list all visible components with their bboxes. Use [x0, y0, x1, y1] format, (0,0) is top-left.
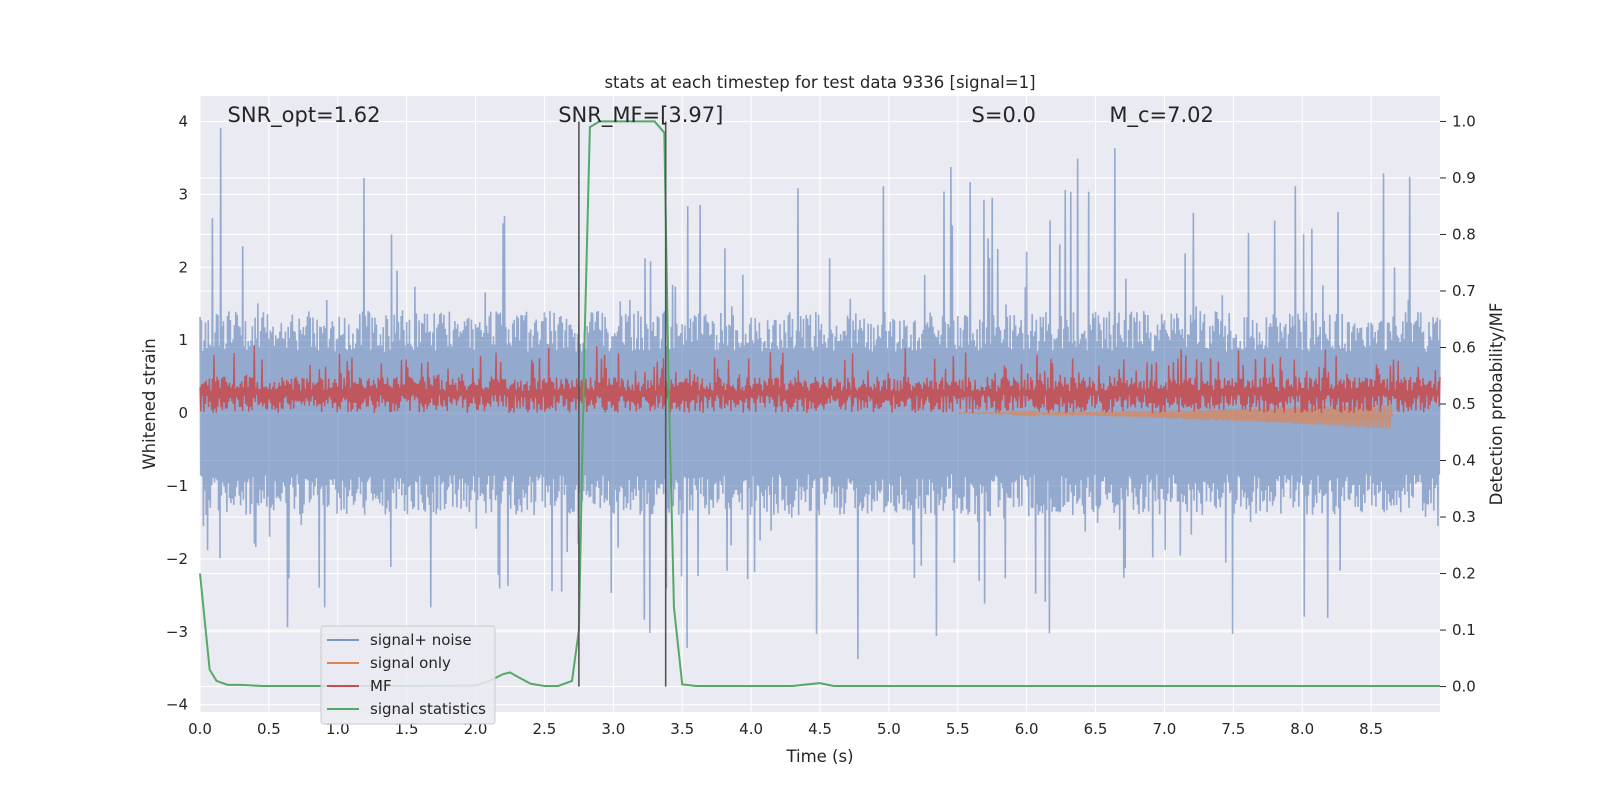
- mf-series: [199, 345, 1441, 414]
- annotation-label: SNR_opt=1.62: [228, 103, 381, 128]
- y-tick-label-right: 1.0: [1452, 112, 1476, 130]
- annotation-label: M_c=7.02: [1109, 103, 1214, 128]
- x-tick-label: 0.5: [257, 720, 281, 738]
- x-axis-label: Time (s): [785, 747, 853, 766]
- y-tick-label-right: 0.8: [1452, 225, 1476, 243]
- signal-statistics-series: [199, 120, 1440, 687]
- vline-layer: [578, 121, 667, 687]
- y-tick-label-left: −1: [166, 477, 188, 495]
- annotation-label: SNR_MF=[3.97]: [558, 103, 723, 128]
- y-axis-label-left: Whitened strain: [140, 338, 159, 469]
- legend-label: signal statistics: [370, 700, 486, 718]
- y-tick-label-right: 0.1: [1452, 621, 1476, 639]
- x-tick-label: 7.0: [1153, 720, 1177, 738]
- y-tick-label-left: 2: [178, 258, 188, 276]
- y-tick-label-left: 4: [178, 113, 188, 131]
- x-tick-label: 0.0: [188, 720, 212, 738]
- legend-label: MF: [370, 677, 392, 695]
- y-tick-label-left: 3: [178, 185, 188, 203]
- y-tick-label-right: 0.9: [1452, 169, 1476, 187]
- x-tick-label: 3.0: [601, 720, 625, 738]
- legend-label: signal+ noise: [370, 631, 472, 649]
- y-tick-label-right: 0.3: [1452, 508, 1476, 526]
- x-tick-label: 5.5: [946, 720, 970, 738]
- legend-label: signal only: [370, 654, 451, 672]
- x-tick-label: 6.5: [1084, 720, 1108, 738]
- y-tick-label-right: 0.7: [1452, 282, 1476, 300]
- x-tick-label: 4.0: [739, 720, 763, 738]
- legend-items: signal+ noise signal only MF signal statist…: [327, 631, 486, 718]
- signal-only-series: [957, 402, 1393, 430]
- legend-box: [320, 625, 496, 725]
- legend: signal+ noise signal only MF signal statist…: [320, 625, 496, 725]
- y-axis-label-right: Detection probability/MF: [1487, 303, 1506, 506]
- y-tick-label-right: 0.0: [1452, 678, 1476, 696]
- x-tick-label: 7.5: [1221, 720, 1245, 738]
- y-tick-label-left: −2: [166, 550, 188, 568]
- x-tick-label: 8.0: [1290, 720, 1314, 738]
- annotation-label: S=0.0: [972, 103, 1036, 127]
- x-tick-label: 5.0: [877, 720, 901, 738]
- data-layer: [199, 120, 1441, 687]
- x-tick-label: 8.5: [1359, 720, 1383, 738]
- y-tick-label-right: 0.4: [1452, 452, 1476, 470]
- x-tick-label: 2.5: [533, 720, 557, 738]
- y-tick-label-left: 1: [178, 331, 188, 349]
- y-tick-label-right: 0.2: [1452, 565, 1476, 583]
- signal-noise-series: [199, 128, 1441, 660]
- x-tick-label: 3.5: [670, 720, 694, 738]
- y-tick-label-left: −3: [166, 623, 188, 641]
- y-tick-label-right: 0.6: [1452, 338, 1476, 356]
- chart-title: stats at each timestep for test data 933…: [604, 73, 1035, 92]
- x-tick-label: 4.5: [808, 720, 832, 738]
- annotation-layer: SNR_opt=1.62 SNR_MF=[3.97] S=0.0 M_c=7.02: [228, 103, 1214, 128]
- y-tick-label-left: 0: [178, 404, 188, 422]
- y-tick-label-right: 0.5: [1452, 395, 1476, 413]
- y-tick-label-left: −4: [166, 696, 188, 714]
- x-tick-label: 6.0: [1015, 720, 1039, 738]
- tick-layer: 0.0 0.5 1.0 1.5 2.0 2.5 3.0 3.5 4.0 4.5 5.0 5.5 6.0 6…: [166, 112, 1476, 738]
